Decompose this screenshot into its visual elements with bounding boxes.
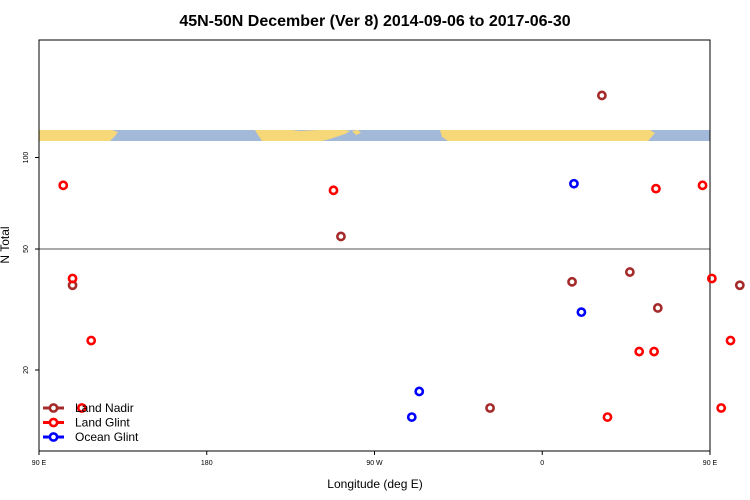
- data-point: [734, 280, 745, 291]
- data-point: [596, 90, 607, 101]
- chart-title: 45N-50N December (Ver 8) 2014-09-06 to 2…: [179, 13, 570, 30]
- legend-label: Land Nadir: [75, 401, 134, 415]
- map-island: [352, 130, 361, 135]
- data-point: [485, 403, 495, 413]
- data-point: [406, 412, 417, 422]
- data-point: [328, 185, 339, 196]
- world-map-strip: [39, 130, 710, 141]
- map-land-america: [255, 130, 350, 141]
- y-tick-label: 50: [23, 245, 30, 253]
- data-point: [576, 307, 587, 318]
- map-land-eurasia: [440, 130, 655, 141]
- y-tick-label: 100: [23, 152, 30, 164]
- x-tick-label: 90 W: [366, 460, 383, 467]
- x-tick-label: 90 E: [703, 460, 718, 467]
- data-point: [569, 178, 579, 189]
- data-point: [76, 403, 87, 413]
- data-points: [58, 90, 745, 422]
- x-axis-label: Longitude (deg E): [327, 477, 422, 491]
- data-point: [725, 335, 736, 346]
- legend-marker: [48, 432, 59, 442]
- data-point: [58, 180, 69, 191]
- data-point: [652, 303, 663, 313]
- data-point: [602, 412, 613, 422]
- y-tick-label: 20: [23, 366, 30, 374]
- y-axis: 20 50 100: [23, 152, 39, 374]
- data-point: [697, 180, 708, 191]
- data-point: [706, 273, 717, 284]
- x-axis: 90 E 180 90 W 0 90 E: [32, 451, 718, 467]
- map-land-asia: [39, 130, 118, 141]
- data-point: [567, 276, 577, 287]
- data-point: [414, 386, 425, 397]
- legend-label: Ocean Glint: [75, 430, 139, 444]
- data-point: [86, 335, 97, 346]
- map-island-2: [468, 132, 477, 138]
- data-point: [649, 346, 659, 357]
- x-tick-label: 0: [540, 460, 544, 467]
- plot-frame: [38, 39, 711, 452]
- map-ocean: [39, 130, 710, 141]
- y-axis-label: N Total: [0, 226, 12, 263]
- x-tick-label: 90 E: [32, 460, 47, 467]
- data-point: [336, 231, 346, 242]
- legend-label: Land Glint: [75, 416, 130, 430]
- data-point: [651, 183, 661, 194]
- legend-marker: [48, 403, 59, 413]
- data-point: [716, 403, 727, 413]
- x-tick-label: 180: [201, 460, 213, 467]
- data-point: [624, 267, 635, 277]
- legend-marker: [48, 417, 59, 428]
- data-point: [67, 273, 78, 284]
- data-point: [634, 346, 645, 357]
